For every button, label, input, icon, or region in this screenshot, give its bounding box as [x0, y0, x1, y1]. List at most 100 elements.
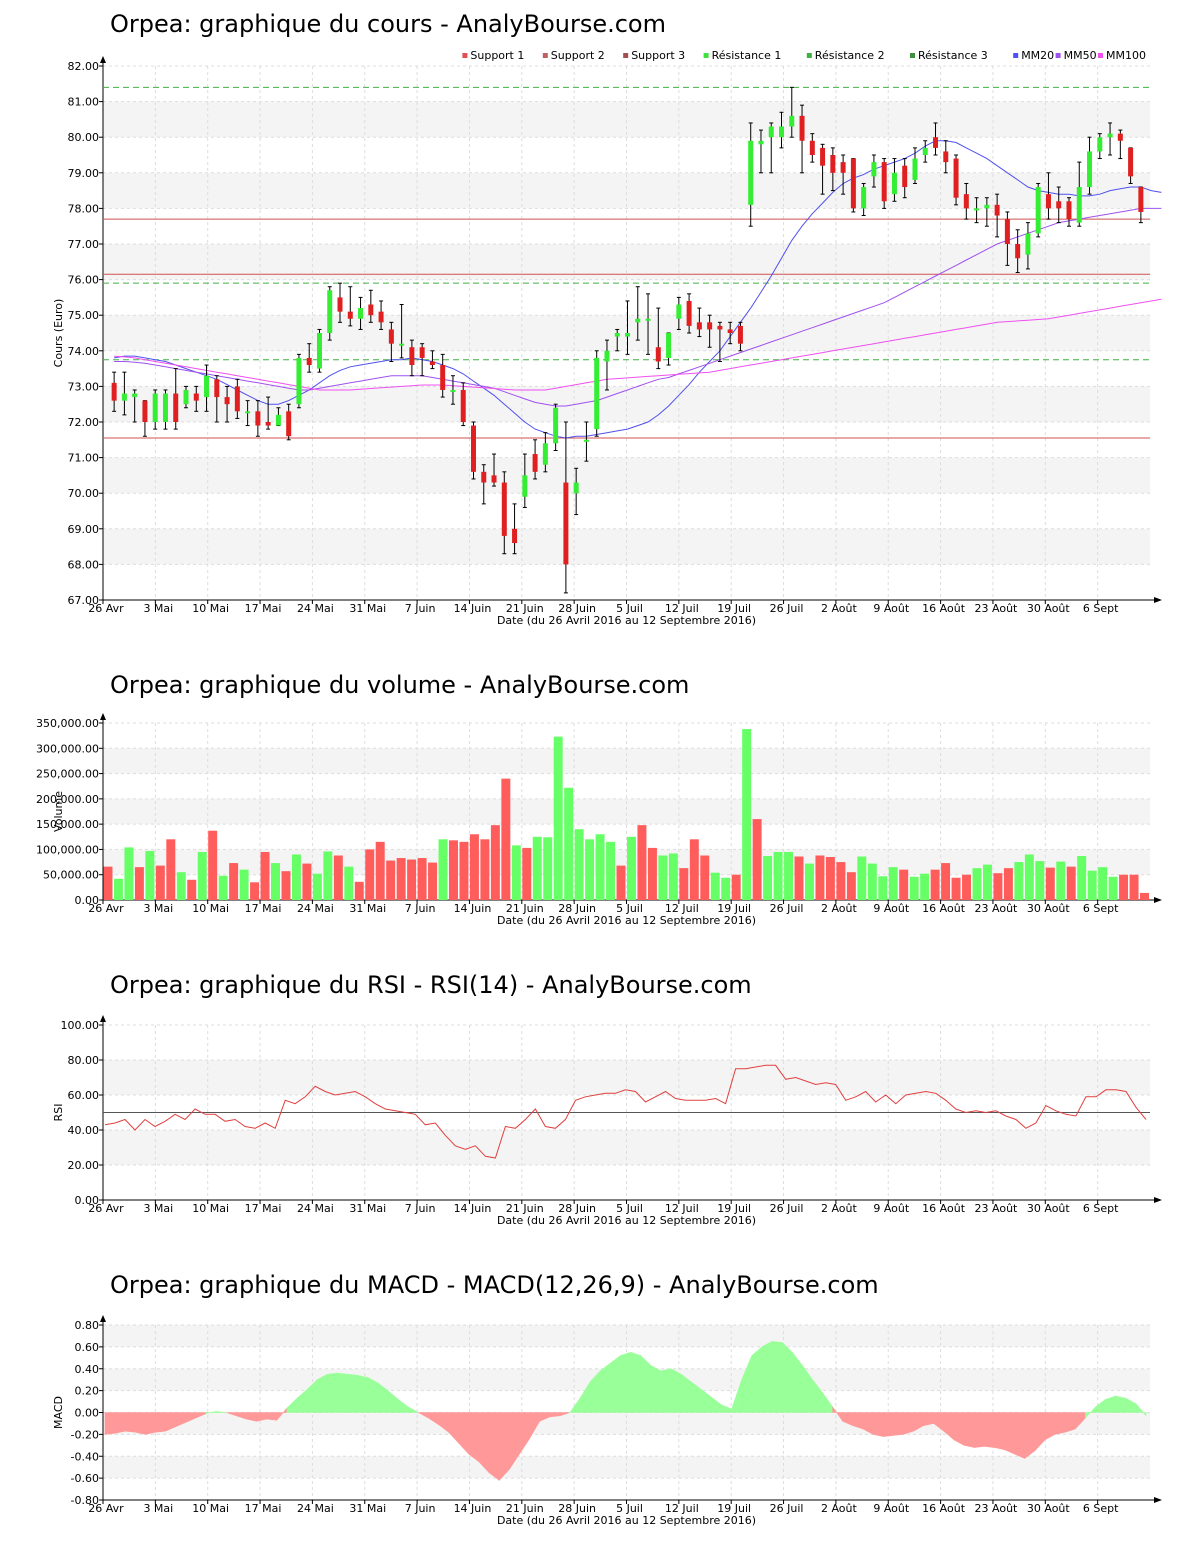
volume-bar [176, 872, 186, 900]
volume-bar [1087, 870, 1097, 900]
y-tick-label: 80.00 [68, 131, 100, 144]
x-tick-label: 5 Juil [616, 1202, 643, 1215]
candle-body [891, 172, 897, 195]
y-axis-arrow [100, 56, 106, 63]
volume-bar [1140, 892, 1149, 900]
x-tick-label: 31 Mai [349, 1202, 386, 1215]
candle-body [306, 357, 312, 366]
macd-area-segment [620, 1351, 631, 1413]
x-tick-label: 26 Avr [88, 902, 124, 915]
volume-bar [333, 855, 343, 900]
candle-body [583, 439, 589, 442]
macd-area-segment [215, 1411, 227, 1413]
x-tick-label: 7 Juin [405, 902, 436, 915]
x-tick-label: 19 Juil [717, 602, 751, 615]
volume-bar [1129, 874, 1139, 900]
candle-body [604, 350, 610, 362]
volume-bar [480, 839, 490, 900]
volume-bar [354, 881, 364, 900]
candle-body [368, 304, 374, 316]
macd-area-segment [741, 1355, 753, 1413]
y-tick-label: -0.40 [71, 1450, 99, 1463]
x-axis-arrow [1154, 897, 1162, 903]
macd-area-segment [1054, 1412, 1066, 1435]
volume-chart-title: Orpea: graphique du volume - AnalyBourse… [110, 671, 690, 699]
x-tick-label: 16 Août [922, 1502, 966, 1515]
volume-bar [721, 877, 731, 900]
volume-bar [878, 876, 888, 900]
candle-body [532, 454, 538, 472]
candle-body [1025, 233, 1031, 255]
volume-bar [260, 851, 270, 900]
candle-body [727, 329, 733, 333]
y-tick-label: 76.00 [68, 274, 100, 287]
volume-bar [459, 841, 469, 900]
x-tick-label: 10 Mai [192, 902, 229, 915]
macd-area-segment [266, 1412, 278, 1421]
candle-body [1087, 151, 1093, 188]
macd-area-segment [1115, 1395, 1127, 1413]
x-tick-label: 16 Août [922, 1202, 966, 1215]
macd-area-segment [1064, 1412, 1076, 1433]
volume-bar [197, 851, 207, 900]
volume-bar [124, 847, 134, 900]
candle-body [676, 304, 682, 319]
x-tick-label: 10 Mai [192, 1502, 229, 1515]
volume-bar [700, 855, 710, 900]
volume-bar [155, 865, 165, 900]
candle-body [275, 414, 281, 426]
volume-bar [595, 834, 605, 900]
candle-body [707, 322, 713, 330]
x-tick-label: 17 Mai [245, 1202, 282, 1215]
candle-body [1015, 244, 1021, 259]
macd-area-segment [286, 1397, 298, 1413]
grid-band [103, 1060, 1150, 1095]
macd-area-segment [610, 1355, 621, 1413]
legend-swatch [542, 53, 548, 58]
series-line-mm20 [114, 140, 1162, 439]
volume-bar [616, 865, 626, 900]
volume-bar [543, 837, 553, 900]
macd-area-segment [751, 1346, 763, 1413]
candle-body [871, 162, 877, 177]
legend-label: MM20 [1021, 50, 1054, 62]
x-tick-label: 17 Mai [245, 902, 282, 915]
series-line-mm50 [114, 207, 1162, 407]
y-tick-label: 0.40 [75, 1363, 100, 1376]
candle-body [542, 443, 548, 465]
legend-swatch [703, 53, 709, 58]
macd-area-segment [519, 1412, 530, 1456]
y-tick-label: -0.60 [71, 1472, 99, 1485]
macd-area-segment [650, 1364, 662, 1413]
x-tick-label: 7 Juin [405, 1202, 436, 1215]
y-tick-label: 81.00 [68, 96, 100, 109]
volume-bar [407, 859, 417, 900]
volume-bar [689, 839, 699, 900]
candle-body [994, 204, 1000, 216]
macd-area-segment [822, 1391, 833, 1413]
candle-body [450, 389, 456, 392]
volume-bar [742, 729, 752, 900]
volume-bar [941, 863, 951, 900]
rsi-line [104, 1064, 1147, 1159]
volume-bar [187, 879, 197, 900]
volume-bar [668, 853, 678, 900]
x-tick-label: 9 Août [873, 902, 910, 915]
candle-body [358, 308, 364, 319]
x-tick-label: 3 Mai [143, 1202, 173, 1215]
macd-area-segment [903, 1412, 914, 1435]
macd-area-segment [337, 1372, 348, 1413]
macd-area-segment [660, 1368, 672, 1413]
macd-area-segment [701, 1388, 712, 1413]
volume-bar [428, 862, 438, 900]
macd-area-segment [943, 1412, 955, 1441]
volume-bar [846, 872, 856, 900]
x-tick-label: 3 Mai [143, 1502, 173, 1515]
legend-swatch [1055, 53, 1061, 58]
volume-bar [993, 873, 1003, 900]
candle-body [388, 329, 394, 344]
y-tick-label: 0.60 [75, 1341, 100, 1354]
y-tick-label: 75.00 [68, 309, 100, 322]
candle-body [655, 347, 661, 362]
x-tick-label: 14 Juin [454, 1502, 492, 1515]
